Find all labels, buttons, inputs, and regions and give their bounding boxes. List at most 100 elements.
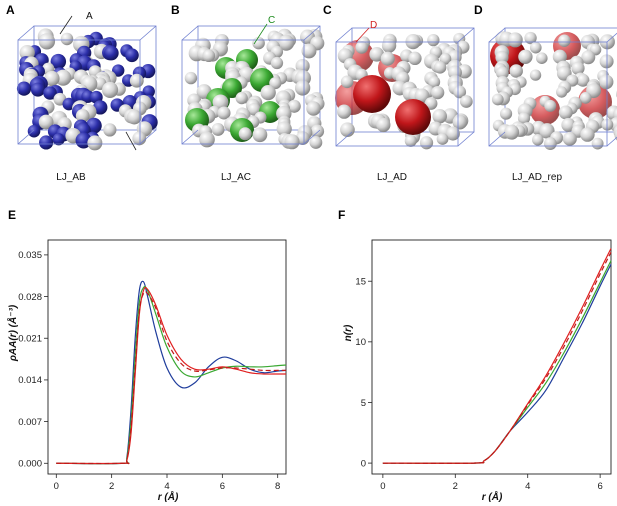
callout-line-d xyxy=(355,27,370,43)
sphere xyxy=(287,99,301,113)
sphere xyxy=(433,61,447,74)
chart-f-coordination: n(r) r (Å) 0 2 4 6 0 5 10 15 xyxy=(343,239,612,503)
sphere xyxy=(431,85,445,100)
y-tick-label: 0.014 xyxy=(18,375,42,386)
box-edge xyxy=(606,32,617,43)
sphere xyxy=(561,117,576,132)
sphere xyxy=(104,45,119,61)
sphere xyxy=(276,121,292,137)
sphere xyxy=(112,64,125,77)
x-tick-label: 4 xyxy=(525,481,530,492)
sphere xyxy=(543,137,557,151)
sphere xyxy=(38,114,54,130)
callout-line-a xyxy=(59,15,73,35)
sphere xyxy=(60,32,74,46)
sphere xyxy=(199,131,215,148)
sphere xyxy=(499,107,513,120)
simulation-box-lj-ad xyxy=(335,27,475,150)
sphere xyxy=(101,81,119,98)
sphere xyxy=(495,50,509,65)
sphere xyxy=(581,50,596,65)
sphere xyxy=(294,80,311,96)
sphere xyxy=(278,34,295,51)
sphere xyxy=(408,51,422,66)
box-edge xyxy=(17,25,35,41)
chart-e-ylabel: ρAA(r) (Å⁻³) xyxy=(6,304,19,362)
sphere xyxy=(544,99,557,112)
sphere xyxy=(126,109,142,125)
callout-line-b xyxy=(125,131,137,151)
chart-f-xlabel: r (Å) xyxy=(482,490,503,503)
panel-letter-d: D xyxy=(474,3,483,17)
sphere xyxy=(103,123,117,137)
y-tick-label: 0.007 xyxy=(18,417,42,428)
sphere xyxy=(337,104,352,119)
sphere xyxy=(562,131,577,146)
sphere xyxy=(571,61,585,75)
sphere xyxy=(355,41,369,54)
sphere xyxy=(539,123,555,139)
sphere xyxy=(414,88,430,104)
sphere xyxy=(531,134,544,146)
sphere xyxy=(238,127,252,141)
sphere xyxy=(598,74,614,90)
box-edge xyxy=(457,131,475,147)
callout-line-c xyxy=(253,23,268,45)
sphere xyxy=(284,134,300,150)
sphere xyxy=(27,124,41,138)
sphere xyxy=(75,108,90,123)
sphere xyxy=(184,71,198,85)
x-tick-label: 2 xyxy=(453,481,458,492)
sphere xyxy=(55,69,72,86)
sphere xyxy=(43,86,57,100)
sphere xyxy=(132,131,147,146)
sphere xyxy=(381,38,397,53)
sphere xyxy=(529,41,542,54)
panel-letter-c: C xyxy=(323,3,332,17)
sphere xyxy=(19,45,35,61)
sphere xyxy=(306,101,321,116)
box-edge xyxy=(488,41,608,147)
sphere xyxy=(340,122,355,138)
y-tick-label: 10 xyxy=(355,337,366,348)
box-edge xyxy=(335,41,459,147)
x-tick-label: 0 xyxy=(54,481,59,492)
box-edge xyxy=(335,27,353,43)
y-tick-label: 0.028 xyxy=(18,292,42,303)
sphere xyxy=(217,106,231,120)
simulation-box-lj-ad-rep xyxy=(488,27,617,151)
sphere xyxy=(301,43,317,59)
sphere xyxy=(369,47,385,62)
box-edge xyxy=(606,136,617,147)
series-line-4 xyxy=(56,290,286,465)
x-tick-label: 8 xyxy=(275,481,280,492)
sphere xyxy=(16,81,32,96)
sphere xyxy=(591,137,604,150)
sphere xyxy=(44,70,60,87)
box-edge xyxy=(181,39,305,145)
x-tick-label: 2 xyxy=(109,481,114,492)
box-edge xyxy=(303,129,321,145)
box-edge xyxy=(139,25,157,41)
simulation-box-lj-ab xyxy=(16,25,158,151)
sphere xyxy=(93,100,108,115)
sphere xyxy=(395,99,431,135)
box-edge xyxy=(303,25,321,41)
caption-lj-ad-rep: LJ_AD_rep xyxy=(512,172,562,183)
box-edge xyxy=(17,129,35,145)
sphere xyxy=(517,112,531,125)
sphere xyxy=(509,64,523,78)
sphere xyxy=(558,105,573,120)
sphere xyxy=(39,135,54,150)
caption-lj-ad: LJ_AD xyxy=(377,172,407,183)
sphere xyxy=(62,97,76,111)
sphere xyxy=(459,95,473,108)
y-tick-label: 0.021 xyxy=(18,334,42,345)
sphere xyxy=(309,136,323,149)
callout-label-c: C xyxy=(268,15,275,26)
sphere xyxy=(129,73,144,88)
sphere xyxy=(428,76,441,88)
sphere xyxy=(524,31,537,45)
sphere xyxy=(87,135,103,151)
